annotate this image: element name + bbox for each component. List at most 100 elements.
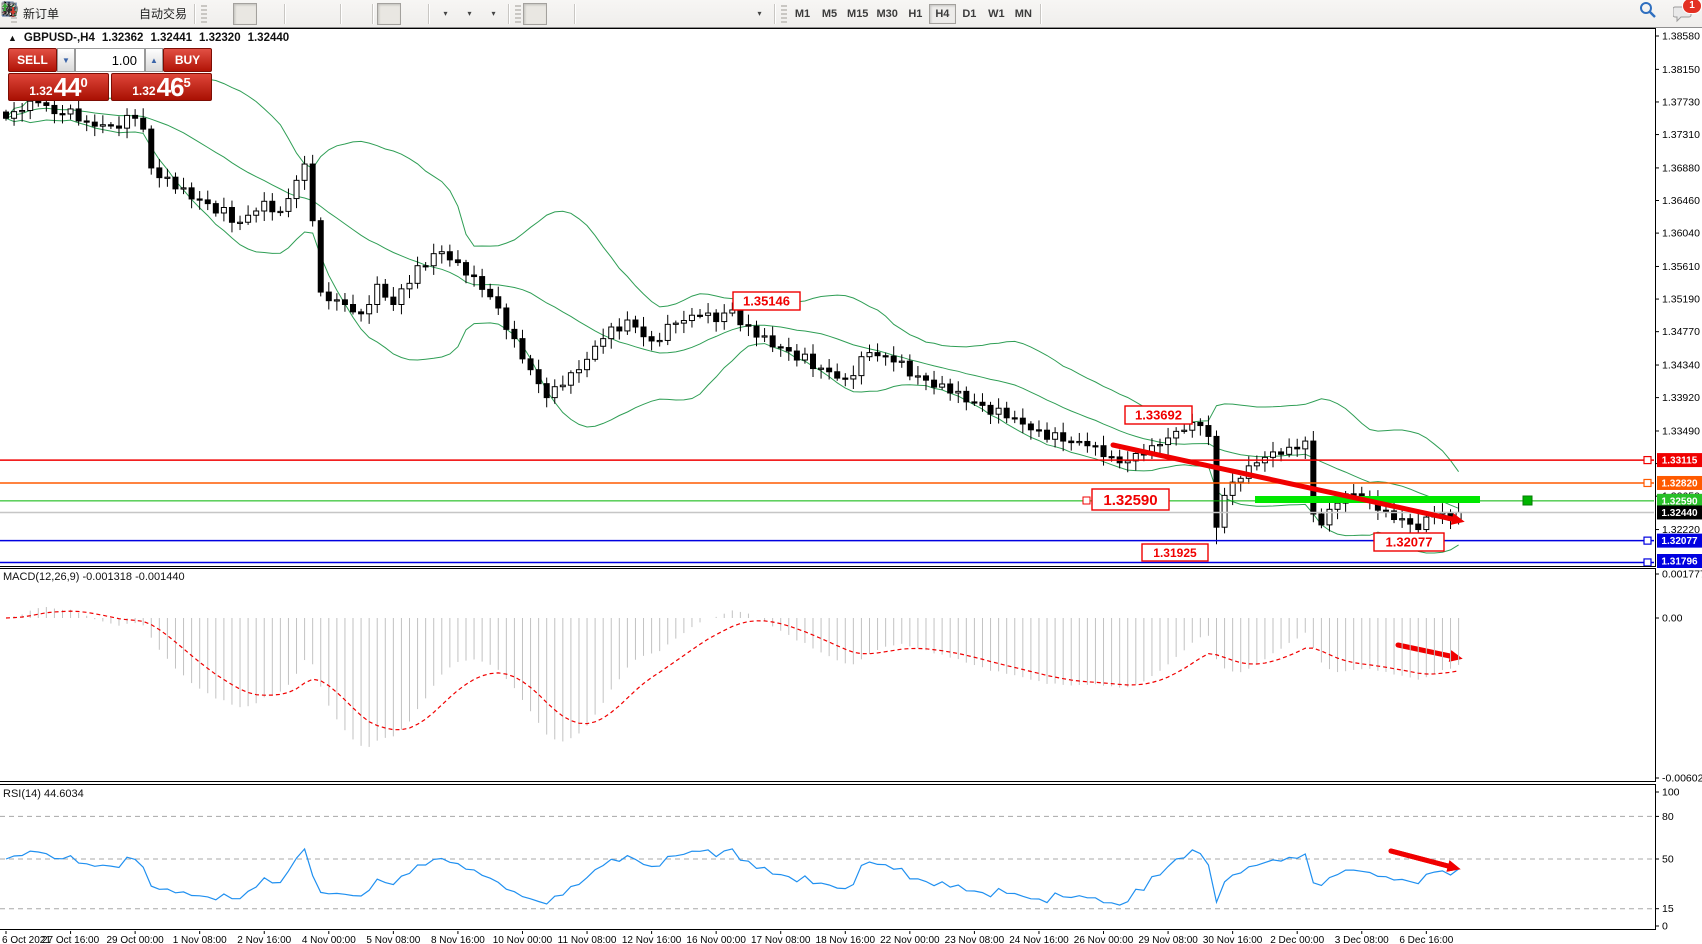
arrows-button[interactable]: ▾ <box>2 3 771 25</box>
line-handle[interactable] <box>1643 536 1652 545</box>
line-handle[interactable] <box>1643 558 1652 566</box>
annotation-1.35146[interactable]: 1.35146 <box>732 291 801 311</box>
candle-body <box>1423 516 1430 531</box>
horizontal-line-button[interactable] <box>2 3 627 25</box>
green-line-handle[interactable] <box>1522 495 1533 506</box>
sell-price[interactable]: 1.32 44 0 <box>8 73 109 101</box>
price-axis-label: 1.32220 <box>1662 524 1700 536</box>
timeframe-mn[interactable]: MN <box>1010 4 1037 24</box>
price-tag-label: 1.32077 <box>1661 536 1698 547</box>
trend-arrow[interactable] <box>1388 848 1451 869</box>
candle-body <box>406 282 413 290</box>
time-axis-label: 6 Oct 2021 <box>2 935 51 944</box>
candle-body <box>301 163 308 181</box>
bar-chart-button[interactable] <box>2 3 233 25</box>
candle-body <box>1286 446 1293 455</box>
notifications-button[interactable]: 1 <box>1672 0 1702 25</box>
price-tag <box>1657 493 1702 508</box>
candle-body <box>228 206 235 223</box>
candle-body <box>1391 510 1398 520</box>
trend-arrow-head <box>1448 650 1463 662</box>
time-axis-label: 24 Nov 16:00 <box>1009 935 1069 944</box>
autotrading-button[interactable]: 自动交易 <box>1 1 191 25</box>
timeframe-m15[interactable]: M15 <box>843 4 872 24</box>
timeframe-m30[interactable]: M30 <box>872 4 901 24</box>
collapse-panel-icon[interactable]: ▲ <box>8 33 17 43</box>
annotation-1.32077[interactable]: 1.32077 <box>1373 532 1445 552</box>
candle-body <box>19 109 26 113</box>
zoom-out-button[interactable] <box>2 1 337 25</box>
ohlc-open: 1.32362 <box>101 32 144 44</box>
fibonacci-button[interactable]: F <box>2 3 699 25</box>
candle-body <box>454 259 461 264</box>
trend-arrow[interactable] <box>1110 442 1455 522</box>
buy-price[interactable]: 1.32 46 5 <box>111 73 212 101</box>
tile-windows-button[interactable] <box>1 2 369 25</box>
annotation-text: 1.35146 <box>743 294 790 309</box>
candle-body <box>632 319 639 328</box>
candle-body <box>285 198 292 212</box>
price-tag <box>1657 505 1702 520</box>
candle-body <box>922 375 929 381</box>
annotation-1.33692[interactable]: 1.33692 <box>1124 405 1193 425</box>
line-handle[interactable] <box>1643 455 1652 465</box>
buy-button[interactable]: BUY <box>163 48 212 72</box>
toolbar-grip <box>781 4 788 23</box>
toolbar-separator <box>774 3 777 24</box>
line-chart-button[interactable] <box>1 3 281 25</box>
candle-body <box>963 390 970 403</box>
volume-decrease-button[interactable]: ▼ <box>57 48 75 72</box>
time-axis-label: 30 Nov 16:00 <box>1203 935 1263 944</box>
vertical-line-button[interactable] <box>8 2 603 25</box>
metaeditor-button[interactable] <box>1 1 87 25</box>
signals-button[interactable] <box>5 2 135 25</box>
candle-body <box>947 383 954 394</box>
trend-arrow-head <box>1446 860 1461 872</box>
candle-body <box>414 265 421 284</box>
timeframe-m5[interactable]: M5 <box>816 4 843 24</box>
candle-body <box>277 210 284 214</box>
price-tag <box>1657 475 1702 490</box>
annotation-box <box>732 291 801 311</box>
timeframe-w1[interactable]: W1 <box>983 4 1010 24</box>
new-order-button[interactable]: 新订单 <box>2 1 63 25</box>
annotation-1.32590[interactable]: 1.32590 <box>1091 488 1170 511</box>
indicators-button[interactable]: ▾ <box>1 2 457 25</box>
candle-body <box>1165 437 1172 446</box>
sell-button[interactable]: SELL <box>8 48 57 72</box>
volume-input[interactable]: 1.00 <box>75 48 145 72</box>
trend-arrow[interactable] <box>1395 642 1453 659</box>
text-label-button[interactable]: T <box>1 2 747 25</box>
candle-body <box>1060 432 1067 442</box>
channel-button[interactable]: E <box>1 2 675 25</box>
templates-button[interactable]: ▾ <box>1 3 505 25</box>
candlestick-chart-button[interactable] <box>3 2 258 25</box>
periods-button[interactable]: ▾ <box>2 2 481 25</box>
volume-increase-button[interactable]: ▲ <box>145 48 163 72</box>
auto-scroll-button[interactable] <box>3 2 402 25</box>
cursor-button[interactable] <box>4 0 548 25</box>
text-button[interactable]: A <box>4 2 723 25</box>
chevron-down-icon: ▾ <box>467 9 472 18</box>
timeframe-d1[interactable]: D1 <box>956 4 983 24</box>
annotation-1.31925[interactable]: 1.31925 <box>1141 543 1209 562</box>
candle-body <box>680 320 687 324</box>
search-button[interactable] <box>1638 2 1662 25</box>
timeframe-h1[interactable]: H1 <box>902 4 929 24</box>
candle-body <box>939 383 946 388</box>
timeframe-h4[interactable]: H4 <box>928 3 956 24</box>
profile-button[interactable] <box>1 2 111 25</box>
zoom-in-button[interactable] <box>2 1 313 25</box>
arrows-tool-icon <box>2 3 16 15</box>
trendline-button[interactable] <box>2 2 651 25</box>
chart-shift-button[interactable] <box>3 3 425 25</box>
toolbar-separator <box>372 3 375 24</box>
crosshair-button[interactable] <box>2 2 571 25</box>
candle-body <box>172 176 179 190</box>
line-handle[interactable] <box>1643 478 1652 488</box>
candle-body <box>1205 425 1212 437</box>
main-plot <box>0 75 1654 566</box>
candle-body <box>212 203 219 214</box>
timeframe-m1[interactable]: M1 <box>789 4 816 24</box>
